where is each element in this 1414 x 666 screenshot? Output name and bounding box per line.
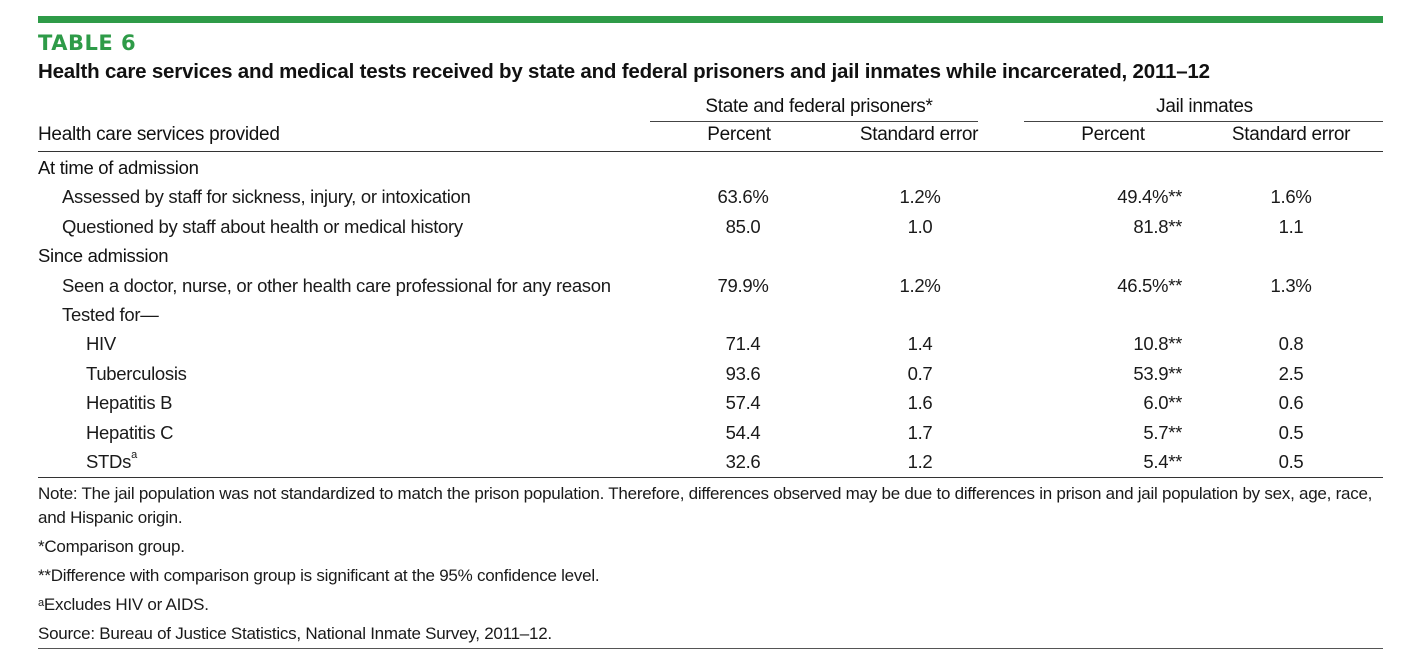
column-header-jail-se: Standard error	[1231, 124, 1351, 145]
prisoners-se-cell: 1.7	[907, 421, 933, 443]
row-label: Hepatitis C	[86, 421, 174, 443]
prisoners-se-cell: 1.0	[907, 215, 933, 237]
table-row: Seen a doctor, nurse, or other health ca…	[38, 272, 1383, 301]
row-label: Hepatitis B	[86, 392, 173, 414]
footnote-marker: a	[131, 449, 137, 461]
jail-se-cell: 1.6%	[1270, 186, 1312, 208]
row-label: Tuberculosis	[86, 362, 187, 384]
jail-percent-cell: 5.7**	[1143, 421, 1182, 443]
prisoners-se-cell: 1.6	[907, 392, 933, 414]
prisoners-se-cell: 1.2%	[899, 186, 941, 208]
jail-percent-cell: 46.5%**	[1117, 274, 1182, 296]
jail-se-cell: 1.3%	[1270, 274, 1312, 296]
prisoners-percent-cell: 79.9%	[717, 274, 769, 296]
table-bottom-rule	[38, 477, 1383, 478]
footnote-a: aExcludes HIV or AIDS.	[38, 593, 209, 617]
row-label-with-footnote: STDsa	[86, 449, 137, 473]
table-label: TABLE 6	[38, 31, 137, 55]
prisoners-percent-cell: 57.4	[725, 392, 761, 414]
section-label: At time of admission	[38, 157, 199, 178]
prisoners-se-cell: 1.2	[907, 451, 933, 472]
column-header-jail-percent: Percent	[1081, 124, 1145, 145]
source-note: Source: Bureau of Justice Statistics, Na…	[38, 624, 552, 643]
column-header-prisoners-percent: Percent	[707, 124, 771, 145]
prisoners-percent-cell: 85.0	[725, 215, 761, 237]
row-label: Tested for—	[62, 304, 159, 325]
group-header-prisoners: State and federal prisoners*	[705, 96, 933, 117]
jail-percent-cell: 49.4%**	[1117, 186, 1182, 208]
row-label: Assessed by staff for sickness, injury, …	[62, 186, 471, 208]
prisoners-percent-cell: 63.6%	[717, 186, 769, 208]
footnote-a-marker: a	[38, 597, 44, 609]
jail-se-cell: 2.5	[1278, 362, 1304, 384]
jail-percent-cell: 81.8**	[1133, 215, 1182, 237]
jail-se-cell: 0.5	[1278, 421, 1304, 443]
prisoners-percent-cell: 54.4	[725, 421, 761, 443]
table-row: HIV 71.4 1.4 10.8** 0.8	[38, 330, 1383, 359]
section-label: Since admission	[38, 245, 169, 267]
row-label: Seen a doctor, nurse, or other health ca…	[62, 274, 611, 296]
jail-percent-cell: 10.8**	[1133, 333, 1182, 355]
row-label: HIV	[86, 333, 116, 355]
table-row: Tuberculosis 93.6 0.7 53.9** 2.5	[38, 360, 1383, 389]
jail-percent-cell: 5.4**	[1143, 451, 1182, 472]
jail-se-cell: 0.5	[1278, 451, 1304, 472]
jail-percent-cell: 6.0**	[1143, 392, 1182, 414]
end-rule	[38, 648, 1383, 649]
prisoners-se-cell: 0.7	[907, 362, 933, 384]
jail-se-cell: 1.1	[1278, 215, 1304, 237]
prisoners-se-cell: 1.4	[907, 333, 933, 355]
header-rule	[38, 151, 1383, 152]
table-row: Assessed by staff for sickness, injury, …	[38, 183, 1383, 212]
comparison-note: *Comparison group.	[38, 537, 185, 556]
significance-note: **Difference with comparison group is si…	[38, 566, 600, 585]
table-title: Health care services and medical tests r…	[38, 60, 1210, 83]
table-row: STDsa 32.6 1.2 5.4** 0.5	[38, 448, 1383, 477]
top-accent-bar	[38, 16, 1383, 23]
table-row: Tested for—	[38, 301, 1383, 330]
table-note: Note: The jail population was not standa…	[38, 484, 1373, 527]
footnote-a-text: Excludes HIV or AIDS.	[43, 595, 209, 614]
prisoners-percent-cell: 32.6	[725, 451, 761, 472]
table-row: Hepatitis C 54.4 1.7 5.7** 0.5	[38, 419, 1383, 448]
group-header-jail: Jail inmates	[1156, 96, 1253, 117]
column-header-services: Health care services provided	[38, 124, 280, 145]
jail-se-cell: 0.6	[1278, 392, 1304, 414]
table-row: Questioned by staff about health or medi…	[38, 213, 1383, 242]
jail-percent-cell: 53.9**	[1133, 362, 1182, 384]
section-row: At time of admission	[38, 154, 1383, 183]
table-row: Hepatitis B 57.4 1.6 6.0** 0.6	[38, 389, 1383, 418]
prisoners-percent-cell: 71.4	[725, 333, 761, 355]
group-rule-prisoners	[650, 121, 978, 122]
row-label: Questioned by staff about health or medi…	[62, 215, 463, 237]
group-rule-jail	[1024, 121, 1383, 122]
prisoners-se-cell: 1.2%	[899, 274, 941, 296]
row-label: STDs	[86, 451, 132, 472]
prisoners-percent-cell: 93.6	[725, 362, 761, 384]
column-header-prisoners-se: Standard error	[859, 124, 979, 145]
section-row: Since admission	[38, 242, 1383, 271]
jail-se-cell: 0.8	[1278, 333, 1304, 355]
